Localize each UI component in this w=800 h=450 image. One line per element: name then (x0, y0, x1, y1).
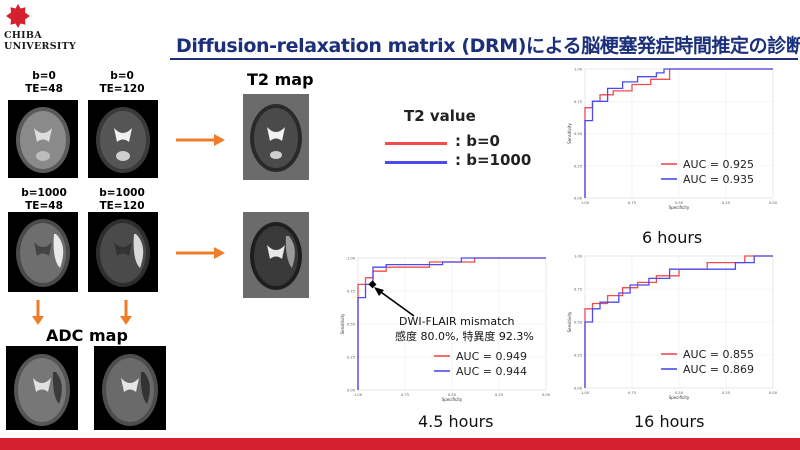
y-tick-label: 0.25 (574, 354, 582, 358)
x-tick-label: 1.00 (354, 393, 363, 397)
x-tick-label: 0.25 (722, 391, 730, 395)
y-tick-label: 1.00 (347, 257, 356, 261)
panel-label-4-5h: 4.5 hours (418, 412, 494, 431)
x-axis-title: Specificity (669, 395, 690, 400)
right-arrow-icon (176, 247, 225, 259)
y-tick-label: 0.25 (347, 356, 355, 360)
x-tick-label: 1.00 (581, 201, 590, 205)
y-axis-title: Sensitivity (567, 311, 572, 332)
page-title: Diffusion-relaxation matrix (DRM)による脳梗塞発… (176, 35, 800, 57)
legend-swatch-b1000 (385, 161, 447, 164)
roc-series-line-b1000 (357, 257, 546, 390)
y-tick-label: 0.75 (574, 288, 582, 292)
t2-map-image-b0 (243, 94, 309, 180)
x-tick-label: 0.25 (722, 201, 730, 205)
x-tick-label: 0.50 (675, 201, 684, 205)
right-arrow-icon (176, 134, 225, 146)
logo-mark-icon (6, 4, 30, 28)
brain-image-b1000-te120 (88, 212, 158, 292)
roc-chart-svg: 0.00 0.25 0.50 0.75 1.00 1.00 0.75 0.50 0.25 0.00… (567, 68, 778, 211)
legend-label-b1000: : b=1000 (455, 151, 532, 169)
legend-auc-label: AUC = 0.935 (683, 173, 754, 186)
x-tick-label: 0.75 (628, 201, 636, 205)
roc-chart-16h: 0.00 0.25 0.50 0.75 1.00 1.00 0.75 0.50 0.25 0.00… (563, 250, 783, 408)
t2-map-label: T2 map (247, 70, 314, 89)
mismatch-title: DWI-FLAIR mismatch (399, 315, 515, 328)
y-tick-label: 0.75 (574, 100, 582, 104)
down-arrow-icon (32, 300, 44, 325)
roc-chart-svg: 0.00 0.25 0.50 0.75 1.00 1.00 0.75 0.50 0.25 0.00… (340, 257, 551, 403)
roc-chart-6h: 0.00 0.25 0.50 0.75 1.00 1.00 0.75 0.50 0.25 0.00… (563, 63, 783, 218)
x-tick-label: 0.50 (448, 393, 457, 397)
roc-series-line-b0 (584, 255, 773, 388)
legend-auc-label: AUC = 0.855 (683, 348, 754, 361)
roc-series-line-b1000 (584, 255, 773, 388)
x-tick-label: 0.00 (769, 391, 778, 395)
mismatch-values: 感度 80.0%, 特異度 92.3% (395, 330, 534, 343)
footer-brand-bar (0, 438, 800, 450)
x-axis-title: Specificity (442, 397, 463, 402)
y-axis-title: Sensitivity (340, 313, 345, 334)
y-tick-label: 1.00 (574, 255, 583, 259)
panel-label-6h: 6 hours (642, 228, 703, 247)
mismatch-annotation: DWI-FLAIR mismatch 感度 80.0%, 特異度 92.3% (395, 314, 545, 344)
t2-map-image-b1000 (243, 212, 309, 298)
x-tick-label: 0.50 (675, 391, 684, 395)
roc-chart-4-5h: 0.00 0.25 0.50 0.75 1.00 1.00 0.75 0.50 0.25 0.00… (336, 252, 556, 410)
title-underline (170, 58, 798, 60)
x-tick-label: 0.75 (628, 391, 636, 395)
label-b1000-te48: b=1000 TE=48 (21, 187, 67, 212)
y-tick-label: 0.00 (574, 387, 583, 391)
legend-auc-label: AUC = 0.944 (456, 365, 527, 378)
brain-image-b1000-te48 (8, 212, 78, 292)
label-b0-te48: b=0 TE=48 (25, 70, 63, 95)
logo-text: UNIVERSITY (4, 41, 77, 52)
label-b0-te120: b=0 TE=120 (99, 70, 145, 95)
legend-auc-label: AUC = 0.925 (683, 158, 754, 171)
y-axis-title: Sensitivity (567, 122, 572, 143)
roc-series-line-b1000 (584, 68, 773, 198)
legend-label-b0: : b=0 (455, 132, 500, 150)
annotation-arrow-icon (374, 287, 415, 317)
legend-swatch-b0 (385, 142, 447, 145)
y-tick-label: 0.25 (574, 164, 582, 168)
down-arrow-icon (120, 300, 132, 325)
panel-label-16h: 16 hours (634, 412, 705, 431)
brain-image-b0-te48 (8, 100, 78, 178)
logo-text: CHIBA (4, 30, 42, 41)
x-tick-label: 1.00 (581, 391, 590, 395)
x-tick-label: 0.00 (769, 201, 778, 205)
roc-chart-svg: 0.00 0.25 0.50 0.75 1.00 1.00 0.75 0.50 0.25 0.00… (567, 255, 778, 401)
y-tick-label: 0.50 (347, 323, 356, 327)
y-tick-label: 0.50 (574, 132, 583, 136)
label-b1000-te120: b=1000 TE=120 (99, 187, 145, 212)
y-tick-label: 0.00 (347, 389, 356, 393)
legend-auc-label: AUC = 0.949 (456, 350, 527, 363)
x-tick-label: 0.25 (495, 393, 503, 397)
legend-auc-label: AUC = 0.869 (683, 363, 754, 376)
brain-image-adc-2 (94, 346, 166, 430)
y-tick-label: 0.75 (347, 290, 355, 294)
x-tick-label: 0.00 (542, 393, 551, 397)
t2-value-legend-title: T2 value (404, 107, 476, 125)
y-tick-label: 0.50 (574, 321, 583, 325)
brain-image-adc-1 (6, 346, 78, 430)
x-tick-label: 0.75 (401, 393, 409, 397)
y-tick-label: 0.00 (574, 197, 583, 201)
x-axis-title: Specificity (669, 205, 690, 210)
brain-image-b0-te120 (88, 100, 158, 178)
y-tick-label: 1.00 (574, 68, 583, 72)
adc-map-label: ADC map (46, 326, 128, 345)
mismatch-marker (368, 280, 377, 289)
